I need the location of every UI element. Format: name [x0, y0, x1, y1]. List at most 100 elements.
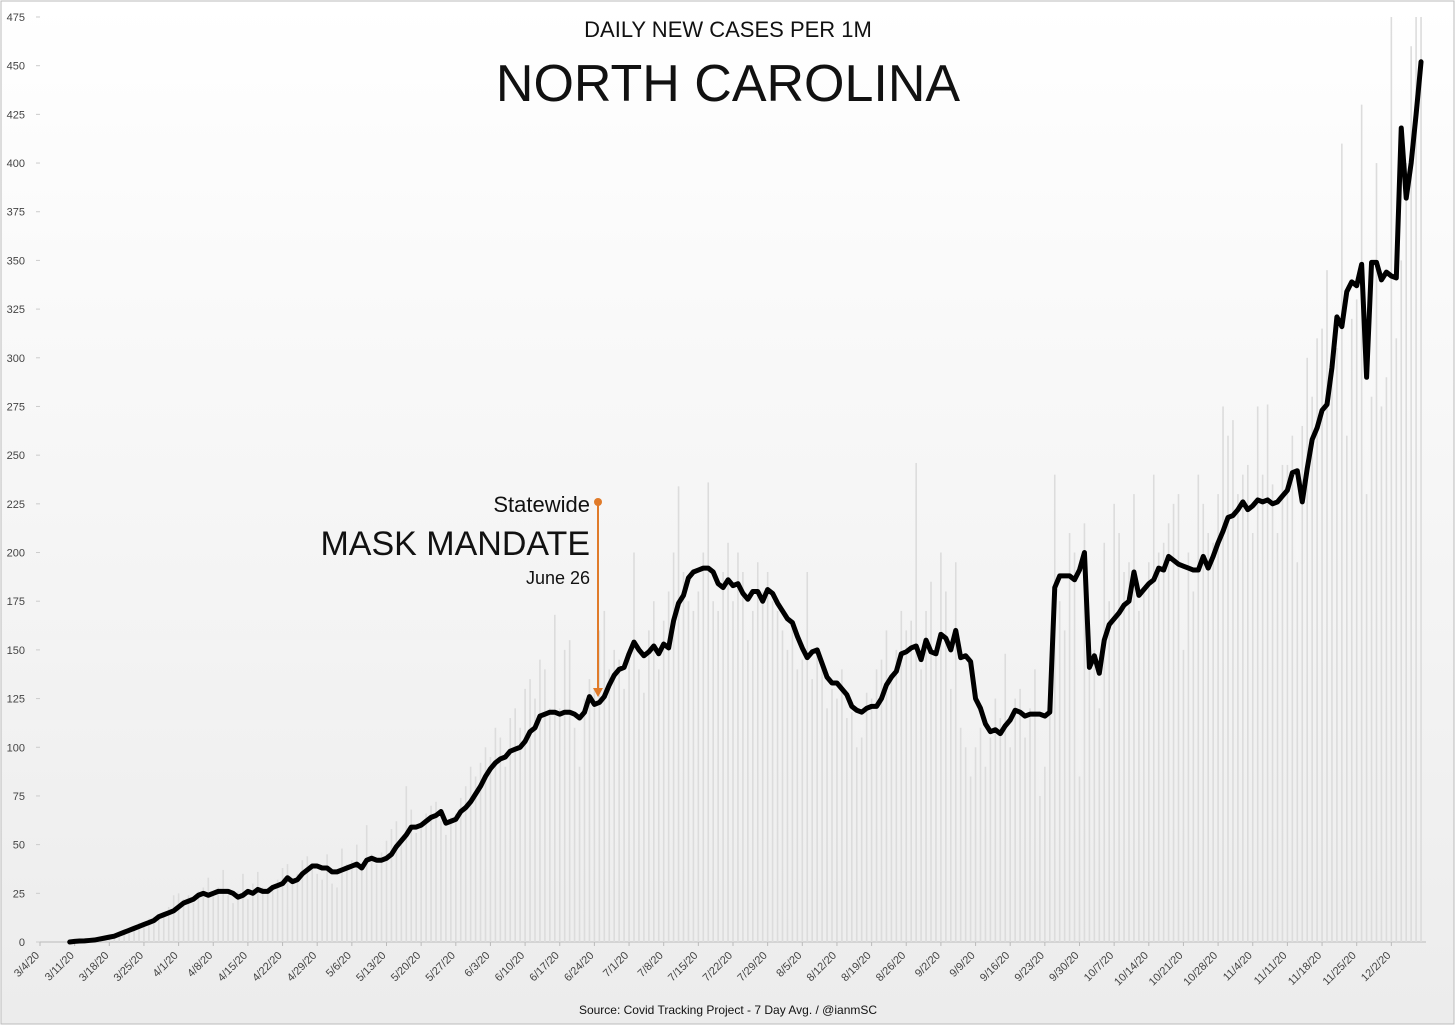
bar [1123, 572, 1125, 942]
bar [301, 860, 304, 942]
bar [1385, 377, 1388, 942]
bar [1187, 552, 1190, 942]
bar [1073, 552, 1076, 942]
bar [1232, 420, 1234, 943]
bar [1316, 338, 1318, 942]
bar [999, 718, 1002, 942]
bar [806, 572, 809, 942]
bar [1113, 503, 1115, 942]
y-tick-label: 350 [7, 255, 25, 267]
bar [197, 891, 200, 942]
bar [613, 649, 615, 942]
bar [549, 708, 551, 942]
bar [633, 552, 635, 942]
bar [257, 871, 259, 942]
bar [766, 572, 769, 942]
bar [232, 903, 234, 942]
bar [1004, 653, 1007, 942]
bar [464, 786, 467, 942]
bar [316, 873, 318, 942]
bar [964, 747, 967, 942]
bar [1009, 747, 1011, 942]
bar [123, 930, 125, 942]
bar [1192, 591, 1195, 942]
bar [1415, 17, 1417, 942]
bar [608, 669, 611, 942]
bar [222, 869, 224, 942]
bar [1138, 610, 1140, 942]
plot: 0 25 50 75 100 125 150 175 200 225 250 275 300 325 350… [7, 12, 1426, 988]
bar [1341, 143, 1343, 942]
bar [1177, 494, 1180, 942]
bar [1014, 698, 1016, 942]
bar [1197, 474, 1200, 942]
bar [455, 813, 457, 942]
bar [989, 737, 992, 942]
bar [331, 883, 333, 942]
bar [940, 552, 942, 942]
bar [172, 895, 175, 942]
bar [1390, 17, 1393, 942]
bar [1078, 776, 1081, 942]
bar [474, 776, 477, 942]
bar [1365, 494, 1368, 942]
bar [1410, 46, 1412, 943]
bar [469, 766, 472, 942]
bar [187, 895, 190, 942]
bar [1420, 17, 1422, 942]
bar [1336, 348, 1338, 943]
bar [306, 856, 309, 942]
bar [974, 747, 977, 942]
bar [1222, 406, 1224, 942]
bar [261, 887, 264, 942]
bar [1326, 270, 1328, 942]
bar [1395, 338, 1398, 942]
bar [504, 766, 507, 942]
y-tick-label: 50 [13, 840, 25, 852]
annotation-arrowhead [593, 688, 603, 697]
annotation-date: June 26 [526, 568, 590, 588]
bar [1133, 494, 1135, 942]
bar [276, 879, 279, 942]
y-tick-label: 450 [7, 61, 25, 73]
bar [786, 649, 789, 942]
bar [1311, 396, 1313, 943]
bar [1331, 357, 1333, 943]
y-tick-label: 175 [7, 596, 25, 608]
bar [1217, 494, 1219, 942]
bar [499, 737, 502, 942]
bar [920, 669, 922, 942]
bar [905, 630, 908, 942]
bar [1301, 425, 1304, 942]
bar [1296, 562, 1299, 942]
bar [118, 934, 120, 942]
bar [875, 669, 878, 942]
y-tick-label: 300 [7, 353, 25, 365]
bar [281, 868, 284, 942]
bar [291, 883, 294, 942]
bar [945, 591, 947, 942]
bar [346, 864, 348, 942]
bar [400, 844, 403, 942]
bar [479, 762, 482, 942]
y-tick-label: 325 [7, 304, 25, 316]
bar [430, 805, 432, 942]
bar [1093, 649, 1096, 942]
bar [826, 708, 828, 942]
y-tick-label: 275 [7, 401, 25, 413]
bar [148, 918, 150, 942]
bar [895, 649, 898, 942]
bar [1370, 396, 1373, 943]
bar [672, 552, 675, 942]
bar [450, 817, 452, 942]
bar [162, 912, 165, 942]
bar [1152, 474, 1155, 942]
bar [360, 868, 363, 942]
bar [420, 825, 422, 942]
bar [761, 591, 764, 942]
bar [1247, 464, 1249, 942]
bar [534, 698, 536, 942]
bar [737, 552, 739, 942]
y-tick-label: 425 [7, 109, 25, 121]
y-tick-label: 475 [7, 12, 25, 24]
